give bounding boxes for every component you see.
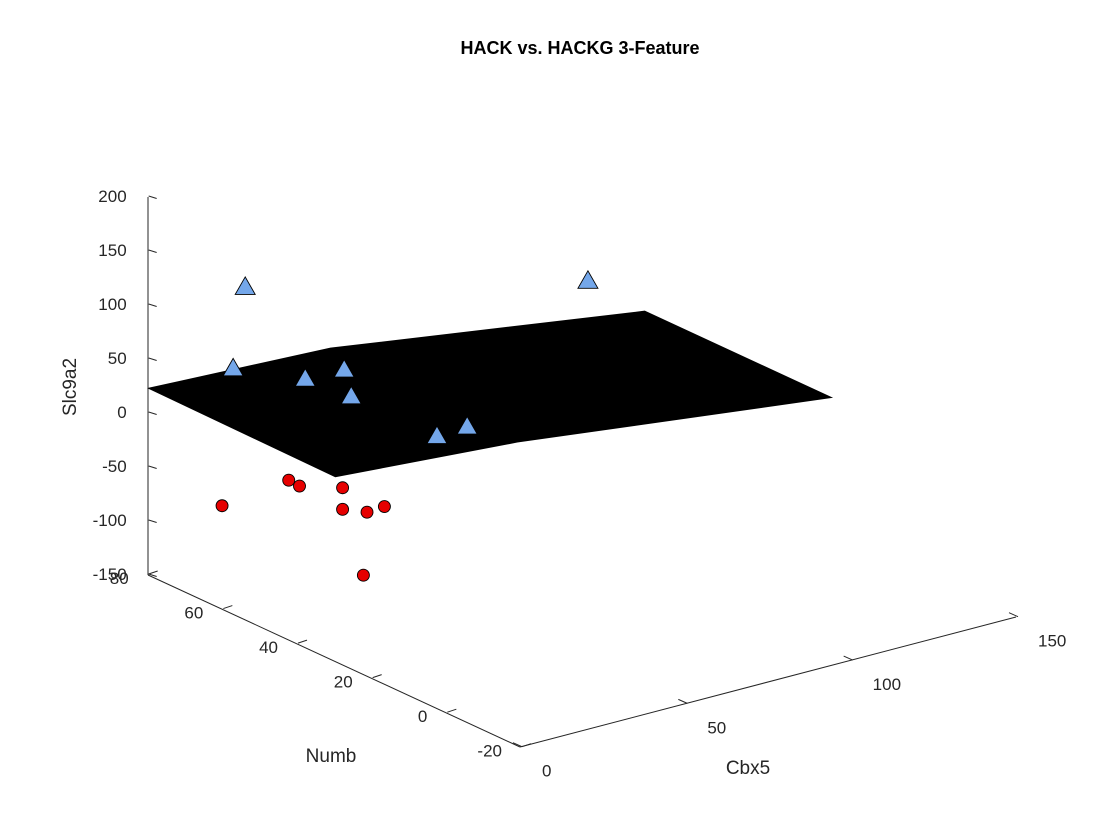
circle-marker (282, 473, 296, 487)
z-tick-mark (148, 411, 157, 416)
y-axis-line (147, 574, 521, 748)
circle-marker (377, 500, 391, 513)
circle-marker (336, 481, 350, 495)
z-tick-label: 200 (98, 187, 126, 206)
z-tick-label: 0 (117, 403, 126, 422)
z-tick-label: -150 (93, 565, 127, 584)
axes (147, 197, 1017, 748)
triangle-marker (340, 385, 363, 405)
triangle-marker (234, 276, 256, 295)
z-tick-mark (148, 573, 157, 578)
y-tick-mark (521, 743, 532, 748)
y-ticks: -20 0 20 40 60 80 (110, 569, 532, 761)
y-tick-mark (297, 639, 308, 644)
z-tick-label: 150 (98, 241, 126, 260)
z-tick-mark (148, 249, 157, 254)
y-tick-mark (447, 708, 457, 713)
chart-title: HACK vs. HACKG 3-Feature (460, 38, 699, 58)
x-tick-mark (843, 655, 853, 661)
z-tick-mark (148, 303, 157, 308)
circle-marker (360, 505, 374, 519)
y-tick-label: 40 (259, 638, 278, 657)
x-ticks: 0 50 100 150 (512, 612, 1066, 781)
x-tick-mark (678, 698, 688, 704)
z-ticks: -150 -100 -50 0 50 100 150 200 (93, 187, 157, 584)
y-tick-mark (372, 674, 382, 679)
circle-marker (356, 568, 370, 582)
x-tick-label: 150 (1038, 632, 1066, 651)
x-axis-label: Cbx5 (726, 758, 770, 779)
triangle-marker (294, 367, 317, 387)
circle-marker (293, 479, 306, 493)
x-tick-mark (1008, 612, 1019, 618)
z-tick-label: -50 (102, 457, 127, 476)
y-tick-mark (148, 570, 158, 575)
x-axis-line (519, 616, 1017, 748)
z-tick-label: 100 (98, 295, 126, 314)
x-tick-mark (512, 742, 523, 748)
z-tick-mark (148, 519, 157, 524)
circle-marker (215, 499, 229, 513)
triangle-marker (456, 415, 478, 435)
y-tick-label: -20 (477, 742, 502, 761)
y-tick-label: 0 (418, 707, 427, 726)
y-tick-mark (223, 605, 233, 610)
z-tick-label: 50 (108, 349, 127, 368)
z-tick-mark (148, 195, 157, 200)
z-tick-label: -100 (93, 511, 127, 530)
x-tick-label: 100 (873, 675, 901, 694)
y-axis-label: Numb (306, 746, 357, 767)
data-markers (215, 269, 599, 582)
z-tick-mark (148, 465, 157, 470)
x-tick-label: 0 (542, 762, 551, 781)
y-tick-label: 20 (334, 673, 353, 692)
triangle-marker (222, 357, 244, 377)
y-tick-label: 80 (110, 569, 129, 588)
x-tick-label: 50 (707, 718, 726, 737)
circle-marker (336, 502, 350, 516)
triangle-marker (426, 425, 448, 445)
decision-plane (147, 310, 834, 478)
triangle-marker (577, 269, 599, 289)
z-axis-label: Slc9a2 (60, 358, 81, 416)
triangle-marker (333, 358, 355, 378)
y-tick-label: 60 (184, 604, 203, 623)
z-tick-mark (148, 357, 157, 362)
